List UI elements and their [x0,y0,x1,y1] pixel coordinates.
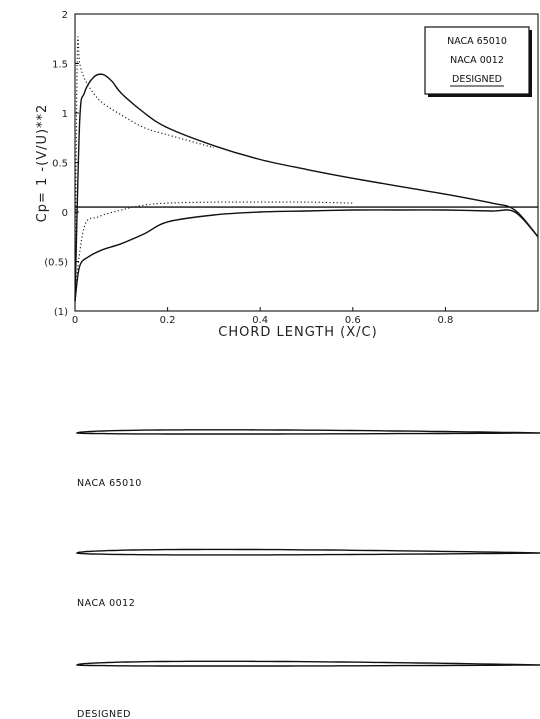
series-line-1 [74,209,539,302]
series-line-3 [74,201,353,292]
legend-entry-0: NACA 65010 [447,36,507,47]
airfoil-profiles [75,429,540,667]
legend-box [424,26,530,95]
airfoil-caption-2: DESIGNED [77,709,131,719]
x-tick-label: 0.2 [160,315,176,326]
airfoil-caption-0: NACA 65010 [77,478,142,489]
x-tick-label: 0.8 [437,315,453,326]
airfoil-profile-2 [75,660,540,667]
series-line-2 [74,36,215,312]
y-tick-label: 1 [62,109,68,120]
x-tick-labels: 0 0.2 0.4 0.6 0.8 [72,307,453,326]
y-tick-label: (0.5) [44,258,68,269]
airfoil-profile-0 [75,429,540,435]
series-lines [74,36,539,312]
series-line-0 [74,73,539,302]
y-tick-label: 1.5 [52,60,68,71]
y-tick-label: 0 [62,208,68,219]
x-axis-label: CHORD LENGTH (X/C) [218,325,377,340]
airfoil-profile-1 [75,548,540,556]
legend-entry-2: DESIGNED [452,74,502,85]
y-tick-label: 0.5 [52,159,68,170]
x-tick-label: 0.4 [252,315,268,326]
legend-entry-1: NACA 0012 [450,55,504,66]
legend: NACA 65010 NACA 0012 DESIGNED [424,26,532,97]
x-tick-label: 0.6 [345,315,361,326]
y-tick-labels: 2 1.5 1 0.5 0 (0.5) (1) [44,10,79,318]
airfoil-caption-1: NACA 0012 [77,598,135,609]
x-tick-label: 0 [72,315,78,326]
y-tick-label: (1) [54,307,68,318]
y-tick-label: 2 [62,10,68,21]
y-axis-label: Cp= 1 -(V/U)**2 [35,104,50,223]
